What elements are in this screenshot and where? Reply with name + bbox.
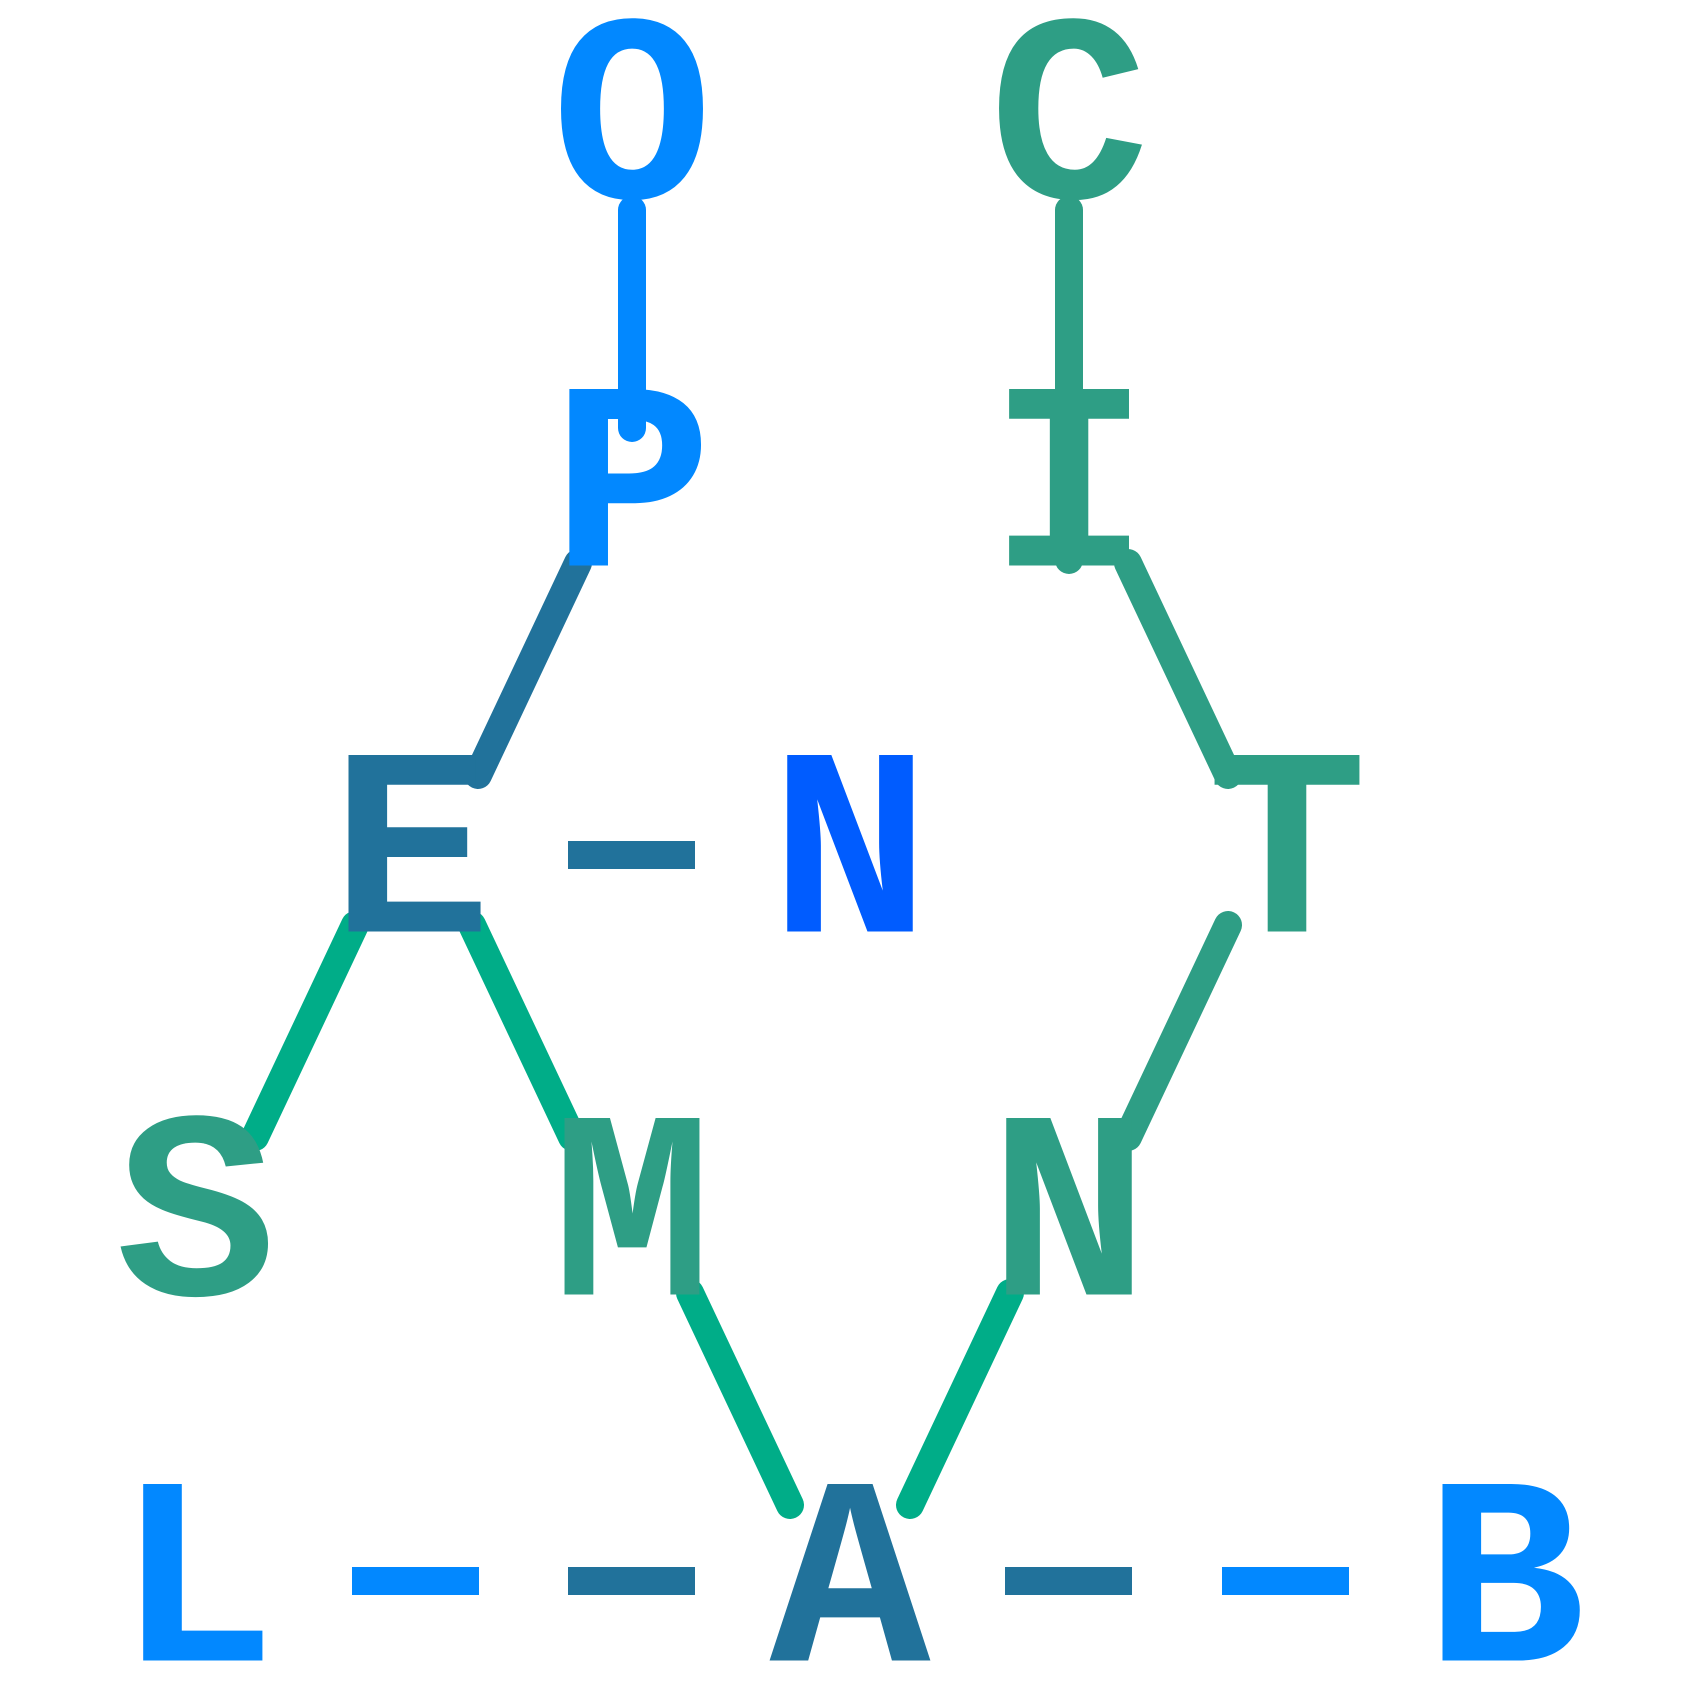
bonds-layer (241, 196, 1349, 1595)
atom-i: I (989, 344, 1150, 647)
atom-c: C (989, 0, 1150, 279)
bond-p-e (464, 549, 592, 789)
atom-o: O (552, 0, 713, 279)
atom-n1: N (770, 710, 931, 1013)
bond-e-m (458, 911, 586, 1151)
atom-l: L (116, 1439, 277, 1688)
atoms-layer: O CP IE N TS M NL A B (116, 0, 1586, 1688)
atom-e: E (331, 710, 492, 1013)
atom-a: A (770, 1439, 933, 1688)
atom-t: T (1207, 710, 1368, 1013)
atom-b: B (1425, 1439, 1586, 1688)
atom-p: P (552, 344, 713, 647)
atom-s: S (116, 1073, 277, 1376)
bond-i-t (1114, 549, 1242, 789)
bond-t-n2 (1114, 911, 1242, 1151)
atom-n2: N (989, 1073, 1150, 1376)
bond-m-a (676, 1279, 804, 1519)
atom-m: M (552, 1073, 713, 1376)
bond-n2-a (896, 1279, 1024, 1519)
bond-e-s (241, 911, 369, 1151)
